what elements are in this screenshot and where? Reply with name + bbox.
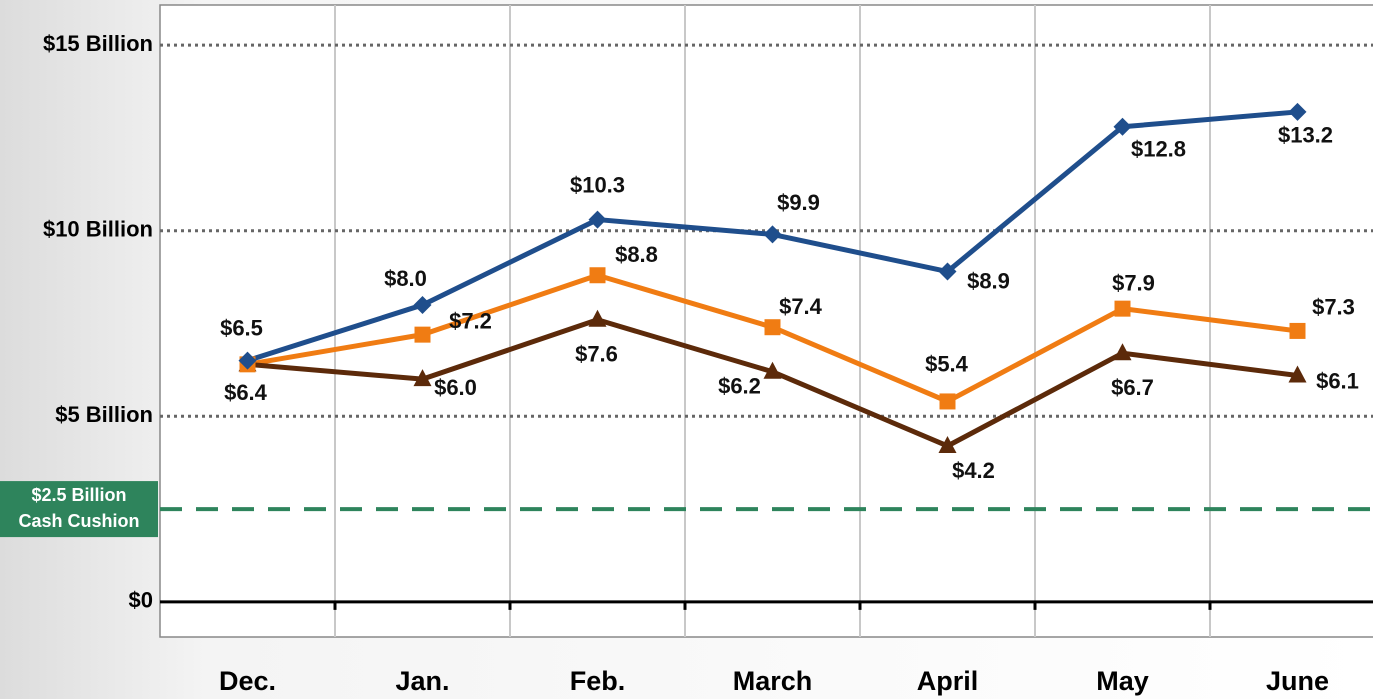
marker <box>1288 102 1307 121</box>
x-tick-label: March <box>733 666 813 696</box>
x-tick-label: Dec. <box>219 666 276 696</box>
value-label: $7.3 <box>1312 295 1355 320</box>
value-label: $8.8 <box>615 242 658 267</box>
marker <box>413 295 432 314</box>
value-label: $10.3 <box>570 172 625 197</box>
marker <box>413 369 432 387</box>
threshold-label: $2.5 Billion <box>31 485 126 505</box>
threshold-label: Cash Cushion <box>18 511 139 531</box>
x-tick-label: June <box>1266 666 1329 696</box>
value-label: $13.2 <box>1278 123 1333 148</box>
marker <box>414 326 431 343</box>
marker <box>588 210 607 229</box>
value-label: $12.8 <box>1131 137 1186 162</box>
value-label: $6.4 <box>224 380 268 405</box>
y-tick-label: $15 Billion <box>43 31 153 56</box>
marker <box>939 393 956 410</box>
value-label: $6.0 <box>434 375 477 400</box>
marker <box>938 262 957 281</box>
value-label: $7.9 <box>1112 270 1155 295</box>
x-tick-label: May <box>1096 666 1149 696</box>
marker <box>1114 300 1131 317</box>
marker <box>238 351 257 370</box>
value-label: $9.9 <box>777 190 820 215</box>
value-label: $5.4 <box>925 351 969 376</box>
value-label: $6.5 <box>220 315 263 340</box>
marker <box>1288 365 1307 383</box>
marker <box>764 319 781 336</box>
marker <box>763 225 782 244</box>
marker <box>588 309 607 327</box>
value-label: $8.0 <box>384 266 427 291</box>
value-label: $7.2 <box>449 308 492 333</box>
marker <box>763 361 782 379</box>
value-label: $4.2 <box>952 458 995 483</box>
marker <box>1289 322 1306 339</box>
marker <box>938 435 957 453</box>
value-label: $6.2 <box>718 374 761 399</box>
y-tick-label: $5 Billion <box>55 402 153 427</box>
x-tick-label: April <box>917 666 979 696</box>
x-tick-label: Jan. <box>395 666 449 696</box>
value-label: $8.9 <box>967 268 1010 293</box>
threshold-label-box <box>0 481 158 538</box>
x-tick-label: Feb. <box>570 666 626 696</box>
value-label: $7.6 <box>575 342 618 367</box>
marker <box>1113 343 1132 361</box>
y-tick-label: $0 <box>129 588 153 613</box>
marker <box>589 267 606 284</box>
marker <box>1113 117 1132 136</box>
value-label: $6.7 <box>1111 375 1154 400</box>
y-tick-label: $10 Billion <box>43 217 153 242</box>
value-label: $6.1 <box>1316 368 1359 393</box>
value-label: $7.4 <box>779 294 823 319</box>
